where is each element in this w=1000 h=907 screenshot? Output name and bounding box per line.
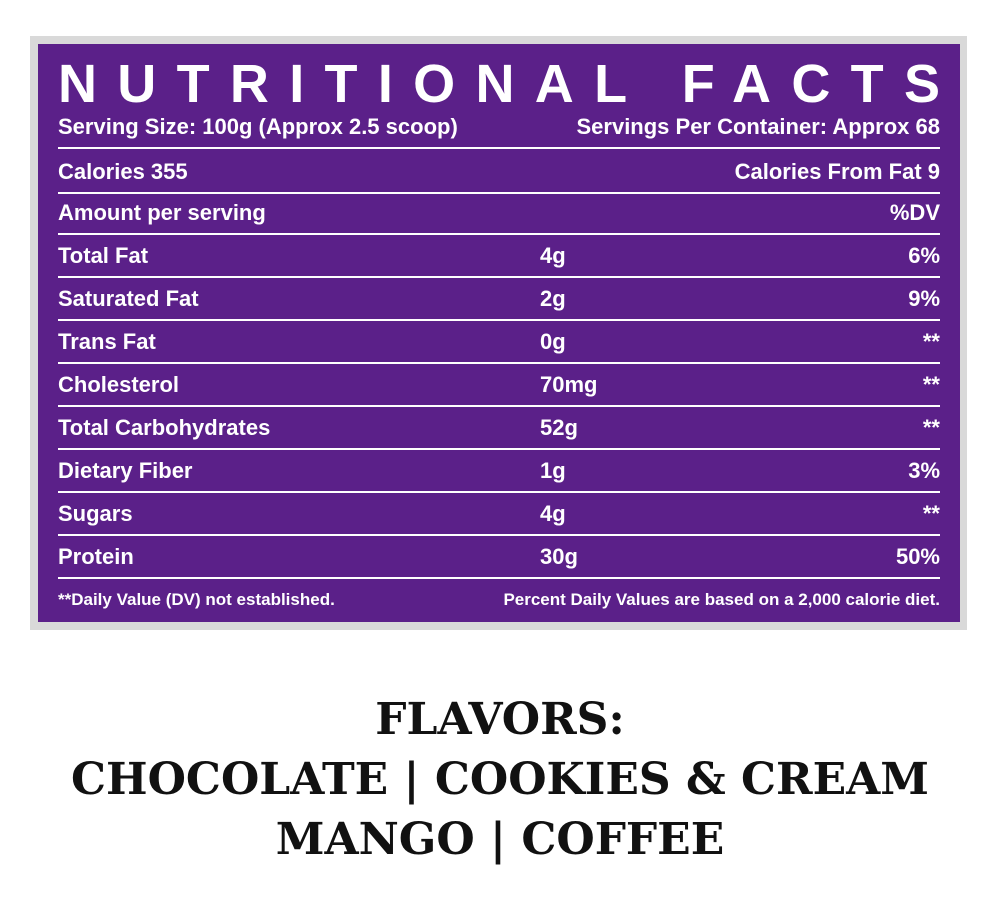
row: Calories 355 Calories From Fat 9	[58, 151, 940, 194]
footnote: **Daily Value (DV) not established.	[58, 589, 335, 609]
daily-value: **	[922, 414, 940, 440]
nutrient-amount: 4g	[540, 242, 566, 268]
flavor-line: FLAVORS:	[375, 694, 625, 745]
row: Total Fat 4g 6%	[58, 235, 940, 278]
nutrient-amount: 4g	[540, 500, 566, 526]
daily-value: **	[922, 371, 940, 397]
row: Saturated Fat 2g 9%	[58, 278, 940, 321]
title: NUTRITIONAL FACTS	[58, 54, 940, 110]
nutrient-name: Sugars	[58, 500, 133, 526]
row: Dietary Fiber 1g 3%	[58, 450, 940, 493]
nutrient-amount: 30g	[540, 543, 578, 569]
nutrient-name: Total Carbohydrates	[58, 414, 271, 440]
nutrient-name: Saturated Fat	[58, 285, 199, 311]
row: Cholesterol 70mg **	[58, 364, 940, 407]
row: **Daily Value (DV) not established. Perce…	[58, 579, 940, 620]
row: Trans Fat 0g **	[58, 321, 940, 364]
nutrient-amount: 70mg	[540, 371, 598, 397]
row: Sugars 4g **	[58, 493, 940, 536]
nutrient-amount: 2g	[540, 285, 566, 311]
nutrient-name: Trans Fat	[58, 328, 156, 354]
nutrient-name: Cholesterol	[58, 371, 180, 397]
row: Total Carbohydrates 52g **	[58, 407, 940, 450]
flavor-line: MANGO | COFFEE	[275, 814, 725, 865]
flavor-line: CHOCOLATE | COOKIES & CREAM	[71, 754, 929, 805]
daily-value: **	[922, 500, 940, 526]
nutrient-name: Protein	[58, 543, 134, 569]
calories: Calories 355	[58, 158, 188, 184]
calories-from-fat: Calories From Fat 9	[734, 158, 940, 184]
nutrition-panel: NUTRITIONAL FACTS Serving Size: 100g (Ap…	[38, 44, 960, 622]
servings-per-container: Servings Per Container: Approx 68	[576, 113, 940, 139]
nutrient-name: Total Fat	[58, 242, 149, 268]
nutrient-amount: 0g	[540, 328, 566, 354]
row: Serving Size: 100g (Approx 2.5 scoop) Ser…	[58, 106, 940, 149]
footnote: Percent Daily Values are based on a 2,00…	[503, 589, 940, 609]
row: Amount per serving %DV	[58, 192, 940, 235]
row: Protein 30g 50%	[58, 536, 940, 579]
label-frame: NUTRITIONAL FACTS Serving Size: 100g (Ap…	[30, 36, 967, 630]
daily-value: **	[922, 328, 940, 354]
serving-size: Serving Size: 100g (Approx 2.5 scoop)	[58, 113, 458, 139]
nutrient-amount: 52g	[540, 414, 578, 440]
flavors: FLAVORS: CHOCOLATE | COOKIES & CREAM MANGO…	[0, 690, 1000, 870]
nutrient-name: Dietary Fiber	[58, 457, 193, 483]
daily-value: 3%	[908, 457, 940, 483]
title-svg: NUTRITIONAL FACTS	[58, 54, 940, 110]
daily-value: 9%	[908, 285, 940, 311]
column-header: %DV	[889, 199, 940, 225]
column-header: Amount per serving	[58, 199, 266, 225]
nutrient-amount: 1g	[540, 457, 566, 483]
daily-value: 50%	[895, 543, 940, 569]
daily-value: 6%	[908, 242, 940, 268]
